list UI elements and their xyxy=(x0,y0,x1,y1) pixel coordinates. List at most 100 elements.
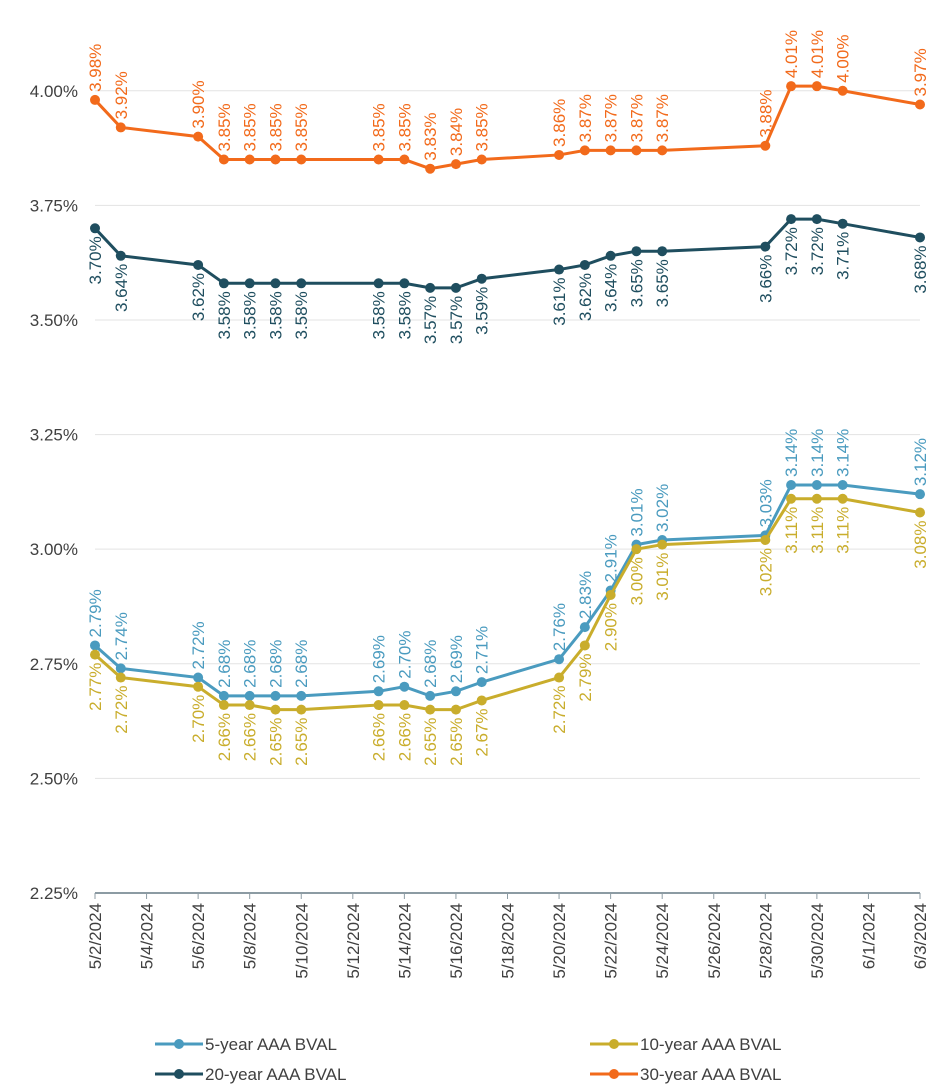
data-label: 2.77% xyxy=(86,663,105,711)
data-label: 3.11% xyxy=(808,507,827,554)
data-point xyxy=(811,480,822,491)
data-point xyxy=(657,539,668,550)
series-line xyxy=(93,217,921,290)
y-tick-label: 3.75% xyxy=(30,196,78,215)
data-point xyxy=(837,218,848,229)
data-point xyxy=(811,214,822,225)
data-point xyxy=(476,677,487,688)
legend-marker xyxy=(609,1039,619,1049)
data-label: 3.58% xyxy=(370,291,389,339)
data-point xyxy=(115,250,126,261)
data-point xyxy=(579,640,590,651)
data-label: 2.72% xyxy=(112,686,131,734)
data-label: 2.65% xyxy=(447,718,466,766)
x-tick-label: 5/2/2024 xyxy=(86,903,105,969)
data-point xyxy=(450,282,461,293)
y-tick-label: 3.00% xyxy=(30,540,78,559)
x-tick-label: 5/10/2024 xyxy=(292,903,311,979)
data-point xyxy=(425,282,436,293)
data-point xyxy=(373,278,384,289)
legend-label: 5-year AAA BVAL xyxy=(205,1035,337,1054)
data-point xyxy=(90,94,100,105)
data-label: 2.68% xyxy=(421,640,440,688)
data-label: 2.72% xyxy=(189,621,208,669)
data-label: 3.85% xyxy=(292,103,311,151)
data-label: 3.71% xyxy=(834,232,853,280)
data-point xyxy=(476,154,487,165)
data-point xyxy=(554,672,565,683)
data-label: 3.08% xyxy=(911,521,930,569)
data-point xyxy=(605,250,616,261)
data-point xyxy=(296,154,307,165)
data-label: 3.57% xyxy=(421,296,440,344)
data-label: 4.00% xyxy=(834,35,853,83)
data-point xyxy=(579,145,590,156)
x-tick-label: 5/24/2024 xyxy=(653,903,672,979)
data-label: 3.64% xyxy=(602,264,621,312)
data-label: 2.91% xyxy=(602,534,621,582)
data-point xyxy=(90,649,100,660)
data-point xyxy=(193,681,204,692)
data-label: 2.72% xyxy=(550,686,569,734)
x-tick-label: 5/12/2024 xyxy=(344,903,363,979)
data-point xyxy=(373,686,384,697)
data-label: 3.03% xyxy=(756,479,775,527)
data-point xyxy=(115,122,126,133)
x-tick-label: 5/6/2024 xyxy=(189,903,208,969)
data-label: 2.68% xyxy=(215,640,234,688)
data-label: 3.85% xyxy=(395,103,414,151)
data-label: 2.79% xyxy=(576,653,595,701)
data-point xyxy=(915,99,925,110)
data-label: 3.86% xyxy=(550,99,569,147)
data-label: 3.14% xyxy=(782,429,801,477)
data-label: 3.85% xyxy=(266,103,285,151)
data-label: 3.97% xyxy=(911,48,930,96)
data-point xyxy=(244,700,255,711)
data-point xyxy=(554,654,565,665)
data-point xyxy=(193,131,204,142)
data-label: 2.74% xyxy=(112,612,131,660)
x-tick-label: 5/22/2024 xyxy=(602,903,621,979)
y-tick-label: 4.00% xyxy=(30,82,78,101)
x-tick-label: 5/20/2024 xyxy=(550,903,569,979)
data-point xyxy=(373,700,384,711)
legend-marker xyxy=(174,1039,184,1049)
data-point xyxy=(450,686,461,697)
data-point xyxy=(218,690,229,701)
data-point xyxy=(811,81,822,92)
data-point xyxy=(631,544,642,555)
data-point xyxy=(270,704,281,715)
data-label: 2.76% xyxy=(550,603,569,651)
data-label: 3.58% xyxy=(395,291,414,339)
data-point xyxy=(760,140,771,151)
data-label: 3.65% xyxy=(627,259,646,307)
data-point xyxy=(837,480,848,491)
data-point xyxy=(296,278,307,289)
data-point xyxy=(554,264,565,275)
data-point xyxy=(760,535,771,546)
data-label: 2.68% xyxy=(266,640,285,688)
data-point xyxy=(270,690,281,701)
data-point xyxy=(579,259,590,270)
data-point xyxy=(786,214,797,225)
data-point xyxy=(837,493,848,504)
data-point xyxy=(605,145,616,156)
data-label: 4.01% xyxy=(808,30,827,78)
data-point xyxy=(786,493,797,504)
data-point xyxy=(399,681,410,692)
data-label: 2.83% xyxy=(576,571,595,619)
y-tick-label: 3.25% xyxy=(30,426,78,445)
legend-label: 30-year AAA BVAL xyxy=(640,1065,781,1084)
data-label: 2.79% xyxy=(86,589,105,637)
data-point xyxy=(554,149,565,160)
data-label: 3.85% xyxy=(370,103,389,151)
data-label: 3.61% xyxy=(550,278,569,326)
data-label: 3.62% xyxy=(189,273,208,321)
series-line xyxy=(94,497,921,712)
data-point xyxy=(425,163,436,174)
x-tick-label: 5/18/2024 xyxy=(499,903,518,979)
data-label: 3.11% xyxy=(834,507,853,554)
data-label: 3.87% xyxy=(653,94,672,142)
data-point xyxy=(476,695,487,706)
x-tick-label: 6/3/2024 xyxy=(911,903,930,969)
